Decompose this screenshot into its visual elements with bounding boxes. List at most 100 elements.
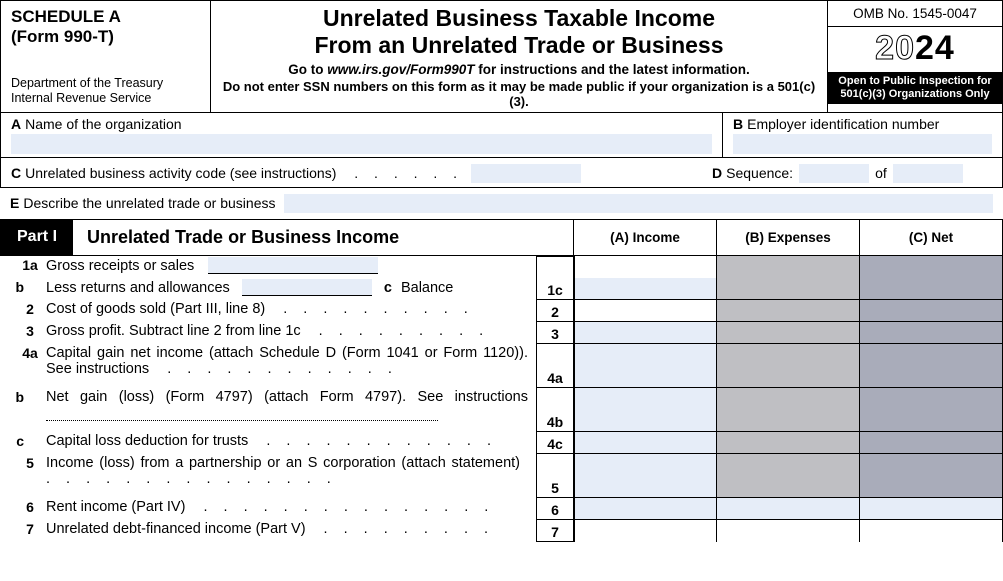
- line-4c-no: c: [0, 432, 46, 454]
- line-6: 6 Rent income (Part IV) . . . . . . . . …: [0, 498, 1003, 520]
- line-5-desc: Income (loss) from a partnership or an S…: [46, 454, 536, 498]
- sequence-total-input[interactable]: [893, 164, 963, 183]
- describe-business-input[interactable]: [284, 194, 994, 213]
- line-3-desc: Gross profit. Subtract line 2 from line …: [46, 322, 536, 344]
- line-3-no: 3: [0, 322, 46, 344]
- label-c: Unrelated business activity code (see in…: [25, 165, 336, 181]
- letter-a: A: [11, 116, 21, 132]
- line-5-col-a[interactable]: [574, 454, 717, 498]
- line-4a-col-a[interactable]: [574, 344, 717, 388]
- dots-4c: . . . . . . . . . . . .: [256, 433, 497, 449]
- line-2-col-b: [717, 300, 860, 322]
- line-4b: b Net gain (loss) (Form 4797) (attach Fo…: [0, 388, 1003, 432]
- line-4c: c Capital loss deduction for trusts . . …: [0, 432, 1003, 454]
- line-2-no: 2: [0, 300, 46, 322]
- dots-5: . . . . . . . . . . . . . . .: [46, 471, 337, 487]
- instr-url: www.irs.gov/Form990T: [327, 62, 474, 77]
- letter-e: E: [10, 195, 19, 211]
- dept-line-1: Department of the Treasury: [11, 76, 200, 91]
- line-4a-no: 4a: [0, 344, 46, 388]
- line-7-col-c[interactable]: [860, 520, 1003, 542]
- line-4a-col-b: [717, 344, 860, 388]
- line-3-col-a[interactable]: [574, 322, 717, 344]
- dots-2: . . . . . . . . . .: [273, 301, 474, 317]
- form-header: SCHEDULE A (Form 990-T) Department of th…: [1, 1, 1002, 113]
- sequence-num-input[interactable]: [799, 164, 869, 183]
- line-1a-no: 1a: [0, 256, 46, 278]
- part1-header: Part I Unrelated Trade or Business Incom…: [0, 219, 1003, 256]
- line-2: 2 Cost of goods sold (Part III, line 8) …: [0, 300, 1003, 322]
- dots-3: . . . . . . . . .: [309, 323, 490, 339]
- line-7-col-b[interactable]: [717, 520, 860, 542]
- line-1c-code: 1c: [536, 278, 574, 300]
- line-4b-col-a[interactable]: [574, 388, 717, 432]
- instr-line: Go to www.irs.gov/Form990T for instructi…: [219, 62, 819, 77]
- label-d: Sequence:: [726, 165, 793, 181]
- dots-4b: [46, 408, 438, 421]
- cell-d-sequence: D Sequence: of: [712, 164, 992, 183]
- line-3-col-c: [860, 322, 1003, 344]
- row-e-describe: E Describe the unrelated trade or busine…: [0, 188, 1003, 219]
- line-2-text: Cost of goods sold (Part III, line 8): [46, 301, 265, 317]
- line-1c-col-c: [860, 278, 1003, 300]
- activity-code-input[interactable]: [471, 164, 581, 183]
- label-d-of: of: [875, 165, 887, 181]
- ein-input[interactable]: [733, 134, 992, 154]
- line-2-code: 2: [536, 300, 574, 322]
- row-c-d: C Unrelated business activity code (see …: [1, 158, 1002, 188]
- cell-c-activity-code: C Unrelated business activity code (see …: [11, 164, 712, 183]
- dots-7: . . . . . . . . .: [314, 521, 495, 537]
- year-yy: 24: [915, 29, 955, 67]
- line-1a-col-a[interactable]: [574, 256, 717, 278]
- line-1a-col-b: [717, 256, 860, 278]
- cell-b-ein: BEmployer identification number: [722, 113, 1002, 157]
- line-1a-text: Gross receipts or sales: [46, 258, 194, 274]
- line-1a-input[interactable]: [208, 257, 378, 274]
- line-1c-col-a[interactable]: [574, 278, 717, 300]
- line-7-desc: Unrelated debt-financed income (Part V) …: [46, 520, 536, 542]
- line-7-col-a[interactable]: [574, 520, 717, 542]
- line-5-no: 5: [0, 454, 46, 498]
- tax-year: 2024: [828, 27, 1002, 72]
- line-4c-text: Capital loss deduction for trusts: [46, 433, 248, 449]
- line-3: 3 Gross profit. Subtract line 2 from lin…: [0, 322, 1003, 344]
- instr-line-2: Do not enter SSN numbers on this form as…: [219, 79, 819, 109]
- line-5-code: 5: [536, 454, 574, 498]
- line-4b-no: b: [0, 388, 46, 432]
- cell-a-org-name: AName of the organization: [1, 113, 722, 157]
- dots-4a: . . . . . . . . . . . .: [157, 361, 398, 377]
- line-4c-desc: Capital loss deduction for trusts . . . …: [46, 432, 536, 454]
- public-line-1: Open to Public Inspection for: [830, 75, 1000, 88]
- org-name-input[interactable]: [11, 134, 712, 154]
- line-4c-col-a[interactable]: [574, 432, 717, 454]
- line-4b-desc: Net gain (loss) (Form 4797) (attach Form…: [46, 388, 536, 432]
- line-3-col-b: [717, 322, 860, 344]
- form-990t-schedule-a: SCHEDULE A (Form 990-T) Department of th…: [0, 0, 1003, 188]
- line-6-col-a[interactable]: [574, 498, 717, 520]
- line-1c-col-b: [717, 278, 860, 300]
- omb-number: OMB No. 1545-0047: [828, 1, 1002, 27]
- line-6-col-b[interactable]: [717, 498, 860, 520]
- line-5-text: Income (loss) from a partnership or an S…: [46, 455, 520, 471]
- line-4a-col-c: [860, 344, 1003, 388]
- line-4c-col-c: [860, 432, 1003, 454]
- line-1b-text: Less returns and allowances: [46, 280, 230, 296]
- label-e: Describe the unrelated trade or business: [23, 195, 275, 211]
- col-a-header: (A) Income: [573, 220, 716, 255]
- line-1a-code-blank: [536, 256, 574, 278]
- schedule-label-1: SCHEDULE A: [11, 7, 200, 27]
- line-4c-col-b: [717, 432, 860, 454]
- line-6-desc: Rent income (Part IV) . . . . . . . . . …: [46, 498, 536, 520]
- dept-line-2: Internal Revenue Service: [11, 91, 200, 106]
- line-2-col-a[interactable]: [574, 300, 717, 322]
- label-b: Employer identification number: [747, 116, 939, 132]
- form-title-2: From an Unrelated Trade or Business: [219, 32, 819, 59]
- line-1a: 1a Gross receipts or sales: [0, 256, 1003, 278]
- line-7-text: Unrelated debt-financed income (Part V): [46, 521, 306, 537]
- dots-6: . . . . . . . . . . . . . . .: [193, 499, 494, 515]
- line-6-col-c[interactable]: [860, 498, 1003, 520]
- row-a-b: AName of the organization BEmployer iden…: [1, 113, 1002, 158]
- line-1b-input[interactable]: [242, 279, 372, 296]
- label-a: Name of the organization: [25, 116, 181, 132]
- line-1c-letter: c: [384, 280, 392, 296]
